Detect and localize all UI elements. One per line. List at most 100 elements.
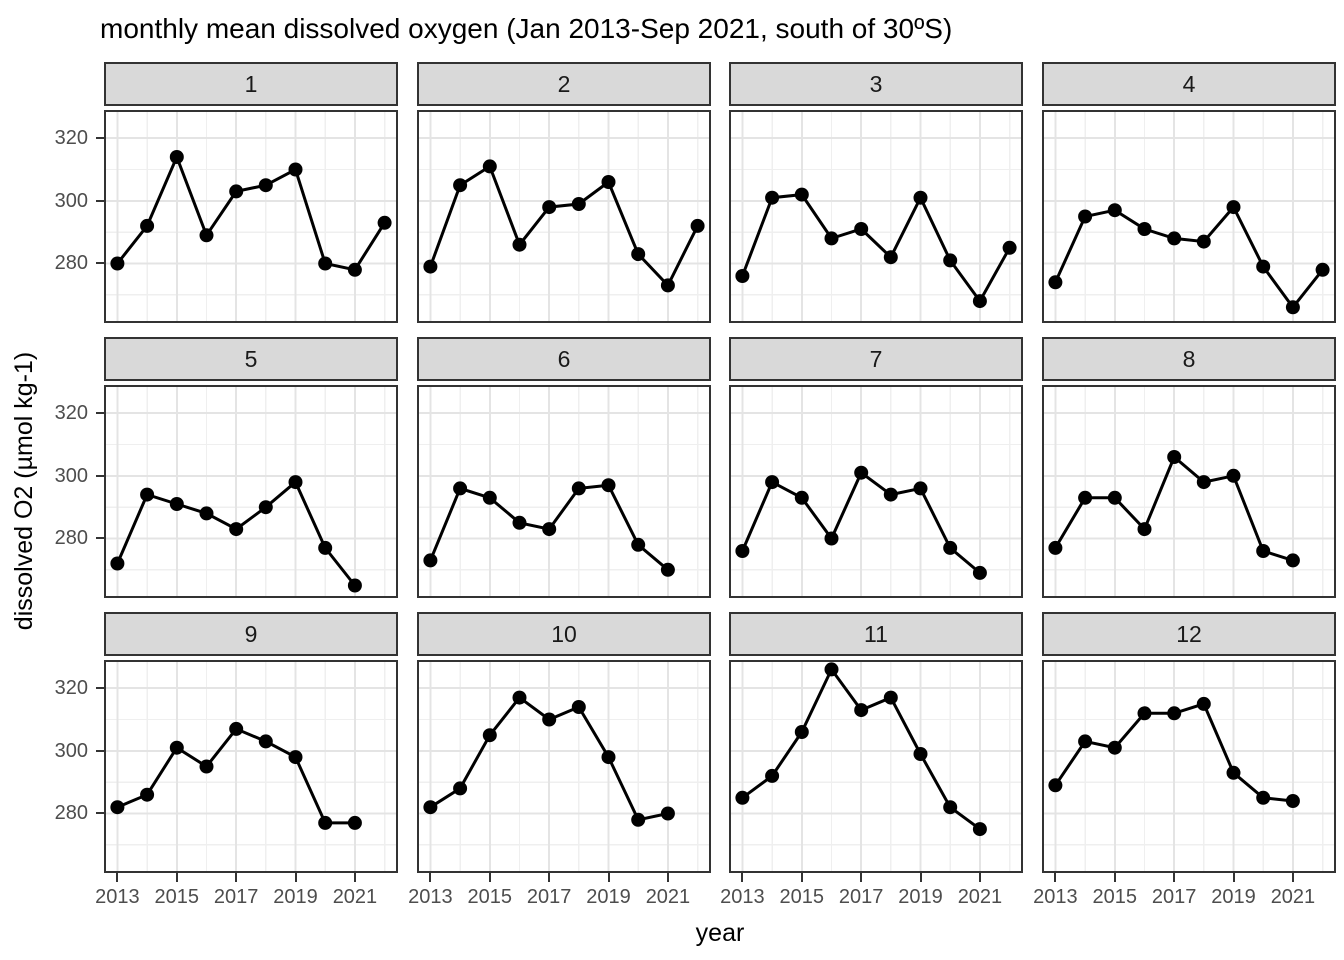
x-tick-mark [1054,873,1057,882]
data-point [735,269,750,283]
data-point [199,506,214,521]
x-tick-label: 2013 [1033,886,1078,908]
data-point [883,690,898,705]
data-point [601,478,616,493]
y-tick-mark [96,812,104,815]
data-point [347,262,362,277]
data-point [1107,203,1122,218]
y-tick-label: 280 [54,802,88,825]
panel-border [104,110,398,323]
data-point [482,728,497,743]
data-point [1256,544,1271,558]
panel-border [1042,110,1336,323]
x-tick-mark [1173,873,1176,882]
facet-strip: 11 [729,612,1023,656]
data-point [318,256,333,271]
data-point [199,228,214,243]
data-point [943,800,958,815]
facet-strip: 8 [1042,337,1336,381]
y-tick-label: 300 [54,464,88,487]
data-point [1167,231,1182,246]
panel-border [417,660,711,873]
data-point [660,278,675,293]
data-point [972,294,987,309]
data-point [140,487,155,502]
data-point [258,734,273,749]
x-tick-label: 2015 [1092,886,1138,908]
data-point [854,222,869,236]
x-tick-label: 2015 [154,886,200,908]
data-point [318,815,333,830]
y-tick-mark [96,749,104,752]
data-point [660,806,675,821]
x-tick-label: 2021 [645,886,691,908]
facet-strip: 3 [729,62,1023,106]
x-tick-label: 2021 [1270,886,1316,908]
data-point [258,500,273,515]
x-tick-mark [800,873,803,882]
data-point [824,662,839,677]
data-point [794,725,809,739]
facet-strip-label: 3 [869,70,883,97]
facet-panel [104,385,398,598]
y-tick-mark [96,199,104,202]
facet-panel [104,110,398,323]
y-tick-label: 320 [54,677,88,700]
data-point [453,481,468,496]
y-tick-label: 280 [54,527,88,550]
data-point [1226,200,1241,215]
x-tick-label: 2017 [838,886,884,908]
data-point [1137,222,1152,236]
data-point [824,231,839,246]
facet-strip-label: 8 [1182,345,1196,372]
x-tick-label: 2019 [586,886,631,908]
data-point [169,150,184,164]
data-point [735,790,750,805]
data-point [690,218,705,233]
panel-border [729,385,1023,598]
facet-strip-label: 10 [551,620,577,647]
data-point [229,184,244,199]
data-point [1078,490,1093,505]
facet-panel [1042,110,1336,323]
facet-panel [1042,385,1336,598]
x-tick-label: 2017 [213,886,259,908]
panel-border [104,385,398,598]
x-tick-mark [919,873,922,882]
data-line [428,164,699,288]
data-point [631,812,646,827]
facet-strip: 7 [729,337,1023,381]
data-point [1167,450,1182,464]
data-point [854,703,869,718]
facet-strip-label: 9 [244,620,258,647]
x-tick-mark [353,873,356,882]
data-point [453,178,468,193]
facet-panel [104,660,398,873]
x-tick-label: 2021 [957,886,1003,908]
panel-border [417,110,711,323]
x-axis-title: year [695,919,745,947]
data-point [423,259,438,274]
panel-border [729,110,1023,323]
facet-panel [729,110,1023,323]
data-point [1285,553,1300,568]
y-tick-mark [96,537,104,540]
data-point [542,712,557,727]
x-tick-label: 2013 [95,886,140,908]
data-point [660,562,675,577]
data-point [512,237,527,252]
data-point [1226,765,1241,780]
data-point [601,175,616,189]
data-point [229,522,244,537]
x-tick-mark [978,873,981,882]
facet-strip-label: 5 [244,345,258,372]
facet-panel [729,385,1023,598]
data-line [116,153,386,272]
data-point [453,781,468,796]
x-tick-label: 2017 [1151,886,1197,908]
facet-strip: 4 [1042,62,1336,106]
data-point [229,721,244,736]
data-point [765,475,780,490]
x-tick-mark [175,873,178,882]
data-point [571,197,586,211]
